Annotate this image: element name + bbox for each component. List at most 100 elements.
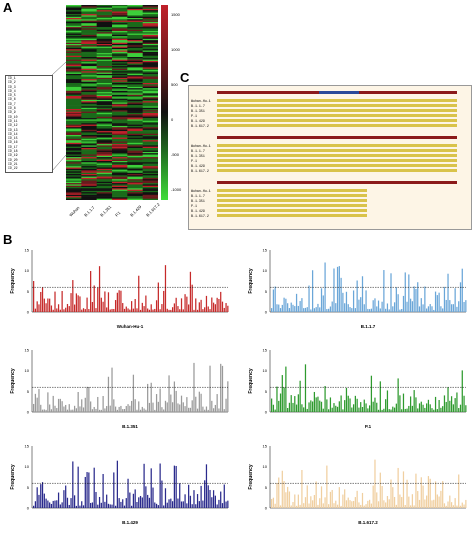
- heatmap-cell: [127, 68, 143, 71]
- heatmap-cell: [142, 60, 158, 63]
- frequency-bar: [161, 304, 163, 312]
- heatmap-cell: [66, 45, 82, 47]
- heatmap-cell: [66, 41, 82, 43]
- heatmap-cell: [142, 70, 158, 72]
- frequency-bar: [157, 505, 159, 508]
- frequency-bar: [132, 493, 135, 508]
- sequence-name: B.1.617.2: [191, 169, 209, 173]
- heatmap-cell: [66, 46, 82, 49]
- frequency-bar: [356, 490, 358, 508]
- heatmap-cell: [127, 10, 143, 12]
- frequency-bar: [150, 304, 152, 312]
- frequency-bar: [356, 280, 358, 312]
- heatmap-cell: [112, 188, 128, 190]
- heatmap-cell: [96, 89, 113, 92]
- frequency-bar: [61, 401, 63, 412]
- frequency-bar: [200, 485, 202, 508]
- y-axis-label: Frequency: [10, 268, 16, 294]
- heatmap-cell: [66, 90, 82, 93]
- frequency-bar: [136, 409, 138, 412]
- frequency-bar: [395, 287, 397, 312]
- heatmap-cell: [112, 135, 128, 137]
- frequency-bar: [188, 304, 190, 312]
- heatmap-cell: [96, 198, 113, 200]
- id-list-item: ID_10: [8, 114, 18, 119]
- heatmap-cell: [127, 81, 143, 84]
- heatmap-cell: [66, 99, 82, 102]
- heatmap-cell: [142, 136, 158, 138]
- frequency-bar: [458, 408, 460, 412]
- frequency-bar: [447, 273, 449, 312]
- heatmap-cell: [66, 49, 82, 51]
- frequency-bar: [171, 307, 174, 312]
- frequency-bar: [360, 504, 362, 508]
- frequency-bar: [279, 505, 282, 508]
- frequency-bar: [278, 477, 280, 508]
- frequency-bar: [331, 301, 333, 312]
- frequency-bar: [154, 308, 156, 312]
- heatmap-cell: [66, 101, 82, 103]
- frequency-bar: [179, 309, 181, 312]
- frequency-bar: [459, 404, 462, 412]
- heatmap-cell: [127, 131, 143, 133]
- frequency-bar: [440, 490, 442, 508]
- frequency-bar: [388, 499, 390, 508]
- heatmap-cell: [142, 132, 158, 134]
- heatmap-cell: [81, 157, 97, 159]
- frequency-bar: [320, 486, 323, 508]
- frequency-bar: [218, 408, 220, 412]
- frequency-bar: [454, 498, 456, 508]
- heatmap-cell: [96, 62, 113, 64]
- heatmap-cell: [127, 28, 143, 30]
- heatmap-cell: [127, 6, 143, 8]
- id-list-item: ID_19: [8, 153, 18, 158]
- sequence-name: B.1.351: [191, 109, 205, 113]
- heatmap-cell: [127, 37, 143, 40]
- heatmap-cell: [96, 179, 113, 181]
- y-tick-label: 5: [27, 289, 30, 294]
- frequency-bar: [57, 398, 60, 412]
- heatmap-cell: [81, 184, 97, 186]
- y-tick-label: 15: [25, 444, 30, 449]
- heatmap-cell: [66, 12, 82, 15]
- heatmap-cell: [66, 168, 82, 171]
- frequency-bar: [95, 408, 97, 412]
- frequency-bar: [427, 399, 430, 412]
- frequency-bar: [150, 468, 152, 508]
- heatmap-cell: [112, 157, 128, 159]
- heatmap-cell: [112, 98, 128, 101]
- frequency-bar: [125, 406, 127, 412]
- heatmap-cell: [142, 197, 158, 199]
- frequency-bar: [431, 500, 433, 508]
- frequency-bar: [50, 503, 53, 508]
- heatmap-cell: [96, 11, 113, 14]
- heatmap-cell: [142, 198, 158, 200]
- frequency-bar: [283, 481, 285, 508]
- frequency-bar: [207, 485, 209, 508]
- frequency-bar: [283, 387, 285, 412]
- heatmap-cell: [112, 127, 128, 129]
- heatmap-cell: [112, 94, 128, 97]
- heatmap-cell: [96, 34, 113, 37]
- heatmap-cell: [96, 38, 113, 41]
- heatmap-cell: [96, 60, 113, 63]
- heatmap-cell: [142, 38, 158, 41]
- frequency-bar: [335, 303, 337, 312]
- heatmap-cell: [66, 115, 82, 118]
- frequency-bar: [189, 407, 192, 412]
- heatmap-cell: [142, 85, 158, 88]
- heatmap-cell: [127, 64, 143, 67]
- frequency-bar: [77, 466, 79, 508]
- heatmap-cell: [81, 99, 97, 102]
- frequency-bar: [360, 402, 362, 412]
- heatmap-cell: [66, 77, 82, 80]
- frequency-bar: [216, 297, 218, 312]
- heatmap-cell: [112, 140, 128, 142]
- sequence-name: B.1.1.7: [191, 149, 205, 153]
- heatmap-cell: [66, 15, 82, 17]
- frequency-bar: [166, 402, 168, 412]
- id-list-item: ID_17: [8, 144, 18, 149]
- heatmap-cell: [142, 140, 158, 142]
- heatmap-cell: [112, 107, 128, 110]
